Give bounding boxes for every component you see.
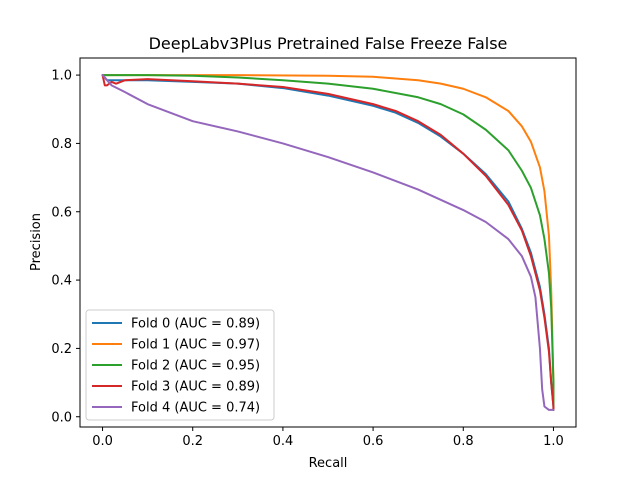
legend-label-fold-2: Fold 2 (AUC = 0.95) bbox=[131, 359, 260, 374]
y-axis: 0.0 0.2 0.4 0.6 0.8 1.0 bbox=[51, 69, 80, 425]
series-line-fold-1 bbox=[101, 74, 555, 411]
x-axis-label: Recall bbox=[309, 456, 348, 471]
legend-label-fold-3: Fold 3 (AUC = 0.89) bbox=[131, 380, 260, 395]
chart-title: DeepLabv3Plus Pretrained False Freeze Fa… bbox=[149, 34, 508, 53]
series-line-fold-4 bbox=[101, 74, 555, 411]
series-line-fold-3 bbox=[101, 74, 555, 411]
y-tick-label: 0.2 bbox=[51, 342, 72, 357]
x-axis: 0.0 0.2 0.4 0.6 0.8 1.0 bbox=[92, 427, 564, 449]
series-line-fold-2 bbox=[101, 74, 555, 411]
y-tick-label: 1.0 bbox=[51, 69, 72, 84]
legend-label-fold-0: Fold 0 (AUC = 0.89) bbox=[131, 317, 260, 332]
x-tick-label: 0.0 bbox=[92, 434, 113, 449]
y-tick-label: 0.6 bbox=[51, 205, 72, 220]
y-tick-label: 0.0 bbox=[51, 410, 72, 425]
x-tick-label: 0.8 bbox=[453, 434, 474, 449]
y-tick-label: 0.8 bbox=[51, 137, 72, 152]
legend: Fold 0 (AUC = 0.89) Fold 1 (AUC = 0.97) Fo… bbox=[85, 309, 275, 421]
x-tick-label: 0.2 bbox=[182, 434, 203, 449]
x-tick-label: 0.4 bbox=[273, 434, 294, 449]
series-layer bbox=[101, 74, 555, 411]
legend-label-fold-4: Fold 4 (AUC = 0.74) bbox=[131, 401, 260, 416]
y-tick-label: 0.4 bbox=[51, 274, 72, 289]
legend-items: Fold 0 (AUC = 0.89) Fold 1 (AUC = 0.97) Fo… bbox=[92, 317, 260, 416]
x-tick-label: 0.6 bbox=[363, 434, 384, 449]
y-axis-label: Precision bbox=[29, 213, 44, 271]
legend-label-fold-1: Fold 1 (AUC = 0.97) bbox=[131, 338, 260, 353]
x-tick-label: 1.0 bbox=[543, 434, 564, 449]
plot-frame bbox=[79, 57, 577, 428]
legend-box bbox=[85, 309, 275, 421]
